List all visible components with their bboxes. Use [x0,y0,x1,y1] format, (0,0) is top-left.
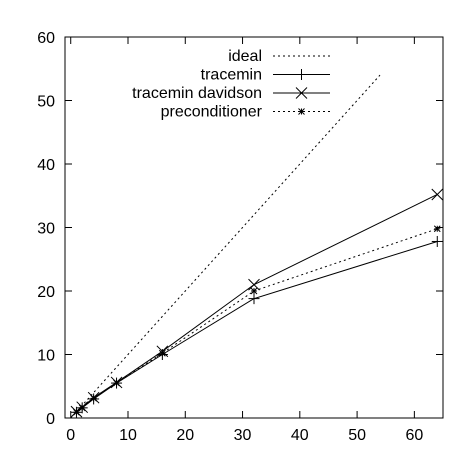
cross-marker-b [431,188,444,201]
series-tracemin-davidson [70,188,444,418]
series-line [76,228,438,413]
star-marker-b [78,404,86,412]
series-line [70,74,381,419]
star-marker-b [73,408,80,416]
cross-marker-b [295,87,308,99]
legend-marker [298,108,305,115]
x-tick-labels: 0 10 20 30 40 50 60 [66,427,423,444]
x-tick-label: 40 [291,427,309,444]
series-preconditioner [73,225,441,416]
x-tick-label: 60 [405,427,423,444]
data-point [250,287,258,295]
x-tick-label: 30 [234,427,252,444]
legend-label: tracemin [201,67,262,84]
x-tick-label: 0 [66,427,75,444]
legend-marker [296,69,307,80]
legend-marker [295,87,308,99]
legend-label: tracemin davidson [132,85,262,102]
data-point [90,394,97,402]
series-ideal [70,74,381,419]
data-point [248,278,260,291]
star-marker-b [433,225,441,233]
cross-marker-b [248,278,260,291]
series-layer [70,74,444,419]
legend-label: ideal [228,48,262,65]
data-point [248,293,260,305]
y-tick-label: 0 [46,411,55,428]
data-point [431,235,443,247]
y-tick-labels: 0 10 20 30 40 50 60 [37,30,55,428]
x-tick-label: 50 [348,427,366,444]
data-point [73,408,80,416]
series-line [76,194,438,413]
data-point [78,404,86,412]
axis-ticks [65,36,443,419]
x-tick-label: 10 [119,427,137,444]
y-tick-label: 10 [37,348,55,365]
y-tick-label: 50 [37,94,55,111]
star-marker-b [90,394,97,402]
star-marker-b [298,108,305,115]
legend-label: preconditioner [161,104,263,121]
y-tick-label: 60 [37,30,55,47]
y-tick-label: 40 [37,157,55,174]
star-marker-b [250,287,258,295]
star-marker-b [113,379,120,387]
series-tracemin [70,235,443,418]
data-point [113,379,120,387]
y-tick-label: 20 [37,284,55,301]
series-line [76,240,438,413]
data-point [159,349,166,357]
x-tick-label: 20 [176,427,194,444]
data-point [431,188,444,201]
y-tick-label: 30 [37,221,55,238]
star-marker-b [159,349,166,357]
data-point [433,225,441,233]
